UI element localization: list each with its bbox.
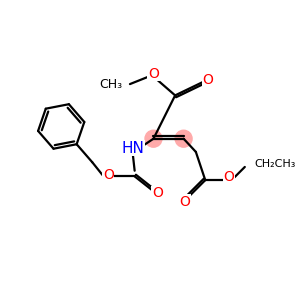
Text: O: O: [224, 170, 234, 184]
Text: CH₂CH₃: CH₂CH₃: [254, 159, 296, 169]
Text: O: O: [152, 186, 163, 200]
Circle shape: [145, 130, 162, 147]
Text: CH₃: CH₃: [99, 78, 122, 91]
Text: O: O: [103, 168, 114, 182]
Text: O: O: [148, 67, 159, 81]
Text: O: O: [179, 195, 190, 209]
Circle shape: [175, 130, 192, 147]
Text: HN: HN: [121, 141, 144, 156]
Text: O: O: [203, 73, 214, 87]
